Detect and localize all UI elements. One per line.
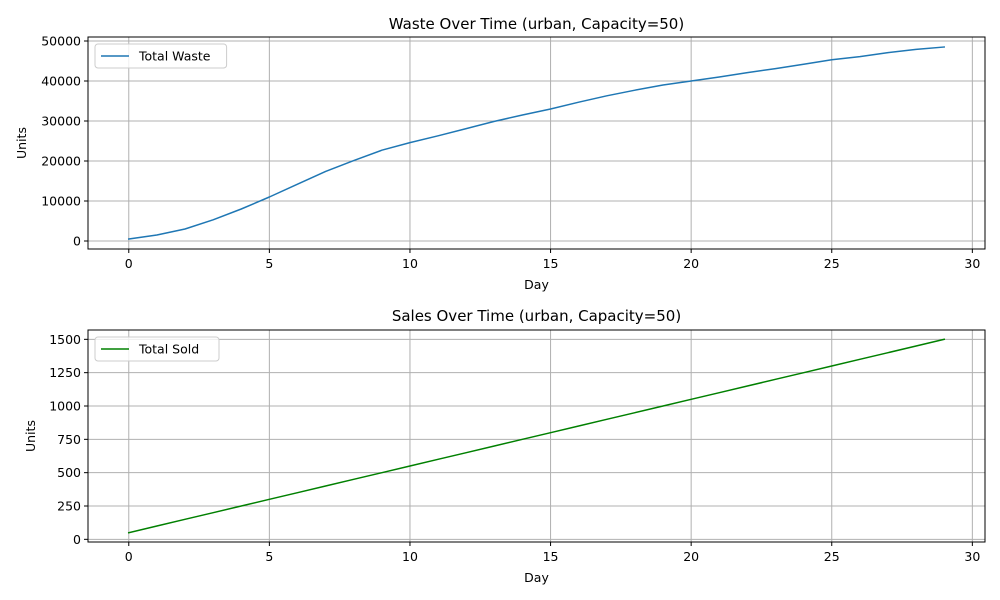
- chart-title: Sales Over Time (urban, Capacity=50): [392, 307, 681, 325]
- x-axis-label: Day: [524, 277, 549, 292]
- chart-panel-2: 0 5 10 15 20 25 30 0 250 500 750 1000 1250 1500 Sales …: [23, 307, 986, 585]
- y-tick-label: 250: [57, 499, 81, 514]
- x-tick-label: 30: [964, 549, 980, 564]
- plot-frame: [87, 36, 986, 250]
- chart-panel-1: 0 5 10 15 20 25 30 0 10000 20000 30000 40000 50000 Wa…: [14, 15, 986, 292]
- legend-box: [94, 336, 220, 362]
- legend-box: [94, 43, 228, 69]
- y-axis-label: Units: [23, 420, 38, 452]
- legend-label: Total Waste: [138, 49, 211, 64]
- y-tick-label: 0: [73, 234, 81, 249]
- y-tick-label: 30000: [41, 114, 81, 129]
- x-tick-label: 20: [683, 256, 699, 271]
- x-tick-label: 15: [543, 256, 559, 271]
- x-tick-label: 0: [125, 549, 133, 564]
- y-tick-label: 0: [73, 532, 81, 547]
- y-tick-label: 40000: [41, 74, 81, 89]
- x-tick-label: 10: [402, 256, 418, 271]
- y-tick-label: 10000: [41, 194, 81, 209]
- x-tick-label: 5: [265, 256, 273, 271]
- x-axis-label: Day: [524, 570, 549, 585]
- x-tick-label: 20: [683, 549, 699, 564]
- series-line-total-sold: [127, 338, 946, 534]
- x-tick-label: 15: [543, 549, 559, 564]
- y-tick-label: 500: [57, 465, 81, 480]
- x-tick-label: 0: [125, 256, 133, 271]
- x-tick-label: 30: [964, 256, 980, 271]
- y-axis-label: Units: [14, 127, 29, 159]
- legend: Total Sold: [94, 336, 220, 362]
- y-tick-label: 1000: [49, 399, 81, 414]
- legend-label: Total Sold: [138, 342, 199, 357]
- plot-frame: [87, 329, 986, 543]
- series-line-total-waste: [127, 46, 946, 240]
- x-tick-label: 25: [824, 549, 840, 564]
- legend: Total Waste: [94, 43, 228, 69]
- y-tick-label: 20000: [41, 154, 81, 169]
- x-tick-label: 5: [265, 549, 273, 564]
- y-tick-label: 50000: [41, 34, 81, 49]
- y-tick-label: 1500: [49, 332, 81, 347]
- y-tick-label: 750: [57, 432, 81, 447]
- x-tick-label: 10: [402, 549, 418, 564]
- chart-title: Waste Over Time (urban, Capacity=50): [389, 15, 684, 33]
- x-tick-label: 25: [824, 256, 840, 271]
- y-tick-label: 1250: [49, 365, 81, 380]
